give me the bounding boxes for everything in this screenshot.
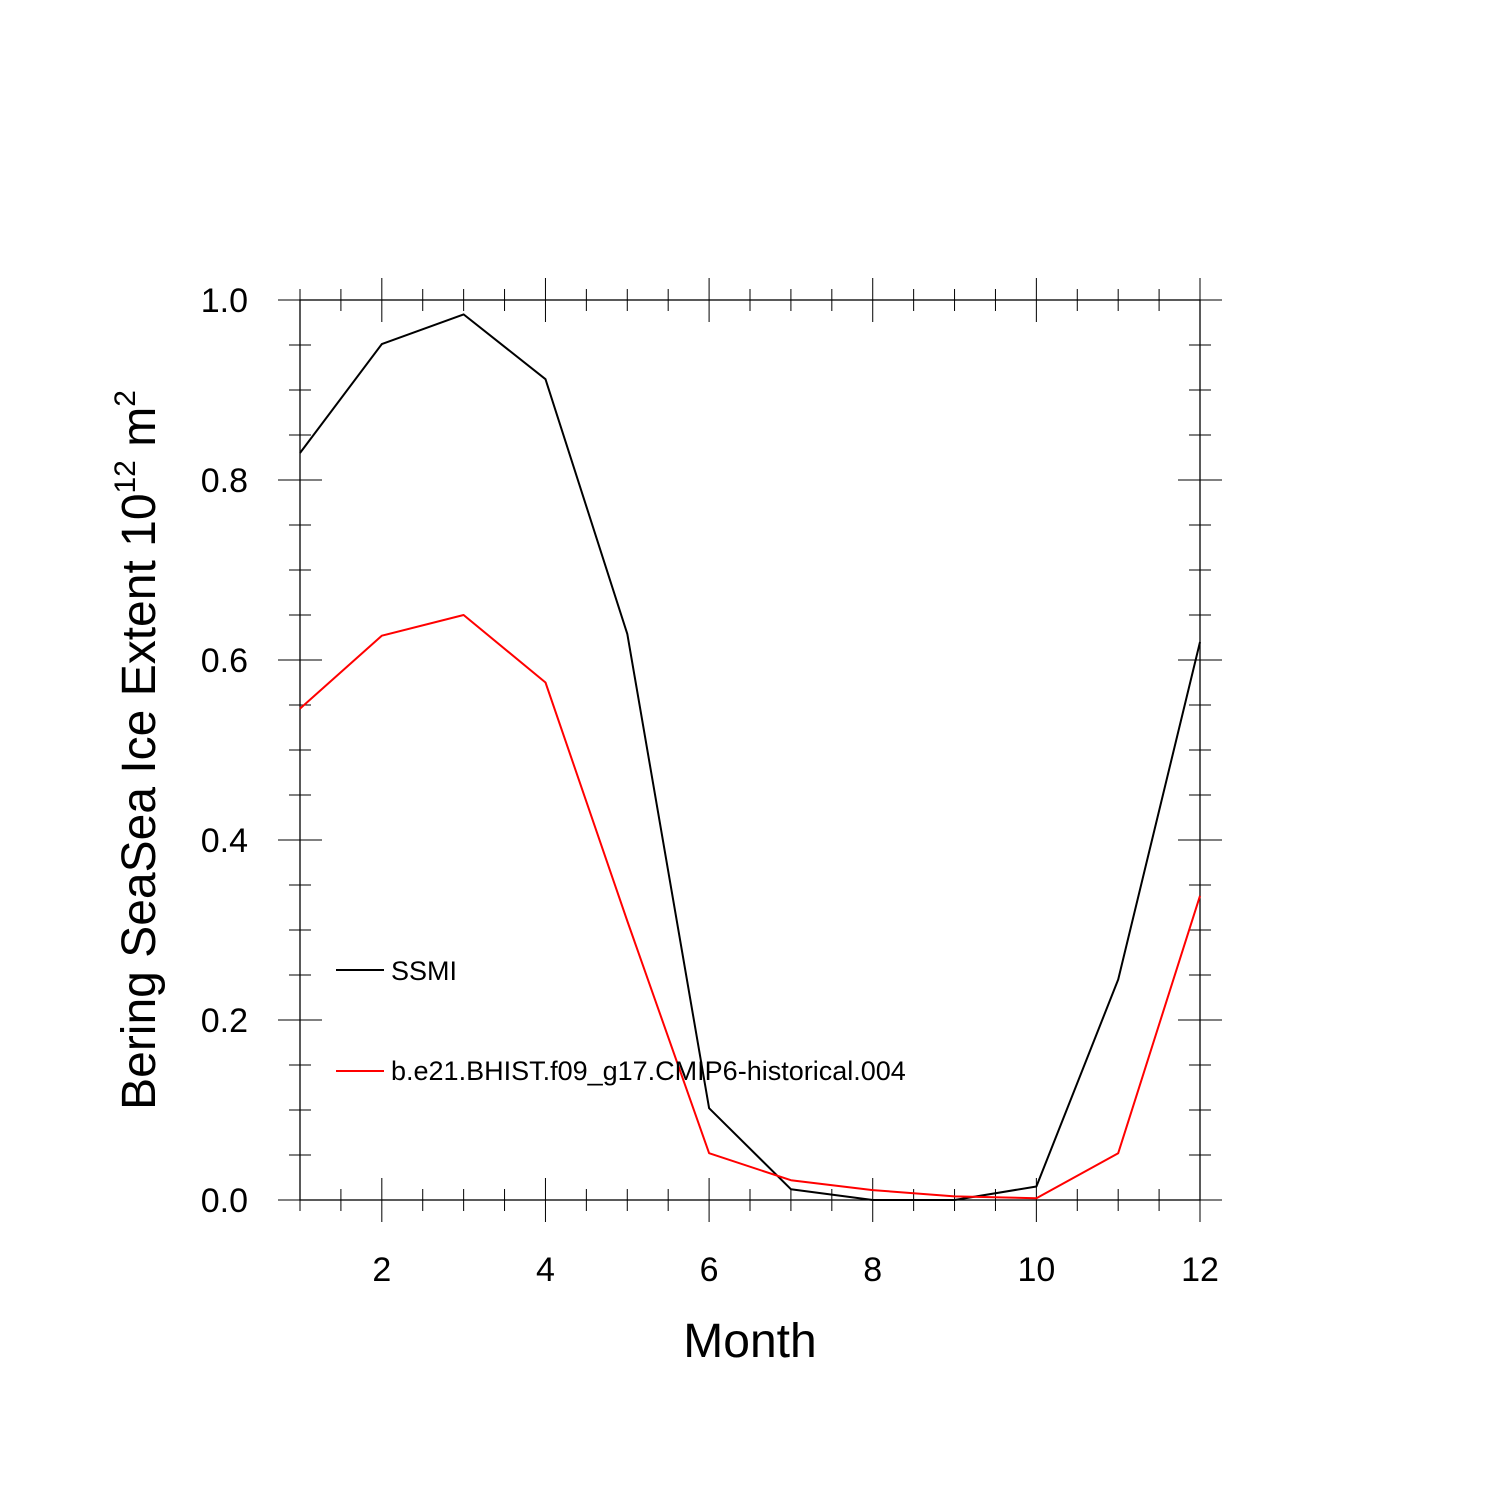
series-line-ssmi: [299, 313, 1201, 1201]
y-tick-label: 0.8: [201, 462, 248, 500]
y-axis-tick-labels: 0.0 0.2 0.4 0.6 0.8 1.0: [201, 282, 248, 1220]
legend-label-ssmi: SSMI: [391, 956, 457, 986]
y-axis-title-unit: m: [113, 407, 166, 460]
y-tick-label: 0.2: [201, 1002, 248, 1040]
series-line-cmip6: [299, 614, 1201, 1200]
x-axis-tick-labels: 2 4 6 8 10 12: [372, 1251, 1219, 1289]
x-tick-label: 2: [372, 1251, 391, 1289]
x-tick-label: 6: [700, 1251, 719, 1289]
y-tick-label: 0.4: [201, 822, 248, 860]
x-tick-label: 4: [536, 1251, 555, 1289]
y-axis-title-unit-exponent: 2: [109, 390, 142, 407]
y-axis-title-main: Bering SeaSea Ice Extent 10: [113, 493, 166, 1109]
x-tick-label: 8: [863, 1251, 882, 1289]
legend-entry-ssmi: SSMI: [336, 956, 457, 986]
legend-label-cmip6: b.e21.BHIST.f09_g17.CMIP6-historical.004: [391, 1056, 906, 1086]
x-tick-label: 12: [1181, 1251, 1219, 1289]
y-tick-label: 1.0: [201, 282, 248, 320]
y-tick-label: 0.6: [201, 642, 248, 680]
x-tick-label: 10: [1017, 1251, 1055, 1289]
series-lines: [299, 313, 1201, 1201]
legend-entry-cmip6: b.e21.BHIST.f09_g17.CMIP6-historical.004: [336, 1056, 906, 1086]
x-axis-title: Month: [683, 1315, 816, 1368]
y-axis-title: Bering SeaSea Ice Extent 1012 m2: [109, 390, 166, 1110]
y-axis-title-exponent: 12: [109, 460, 142, 493]
y-axis-ticks: [278, 299, 1222, 1201]
legend: SSMI b.e21.BHIST.f09_g17.CMIP6-historica…: [336, 956, 906, 1086]
y-tick-label: 0.0: [201, 1182, 248, 1220]
